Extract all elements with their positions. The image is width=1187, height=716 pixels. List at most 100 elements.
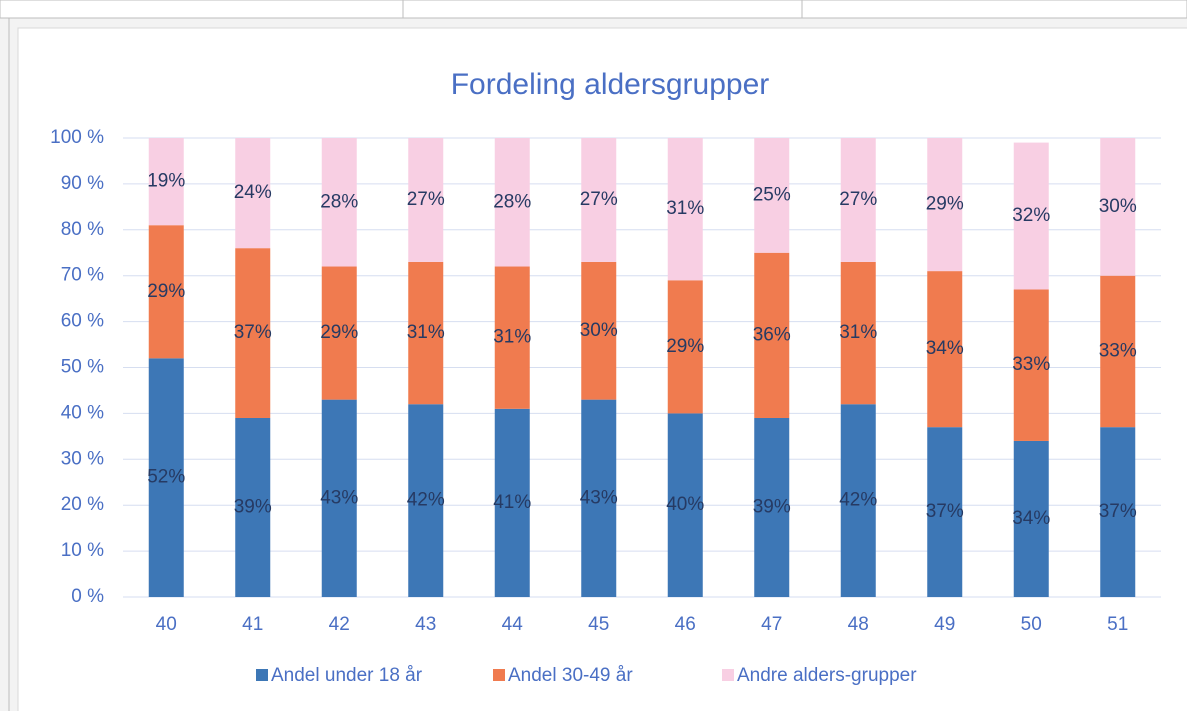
x-tick-label: 43 (415, 614, 436, 635)
x-tick-label: 44 (502, 614, 524, 635)
data-label: 29% (320, 322, 358, 343)
bar-segment (927, 271, 963, 428)
bar-segment (754, 138, 790, 253)
data-label: 52% (147, 467, 185, 488)
data-label: 43% (580, 487, 618, 508)
bar-segment (581, 399, 617, 597)
x-tick-label: 50 (1021, 614, 1042, 635)
bar-segment (1013, 440, 1049, 597)
data-label: 37% (1099, 501, 1137, 522)
bar-segment (235, 417, 271, 597)
y-tick-label: 10 % (61, 540, 104, 561)
data-label: 37% (234, 322, 272, 343)
legend-swatch (722, 669, 734, 681)
y-tick-label: 50 % (61, 357, 104, 378)
bar-segment (148, 358, 184, 597)
x-tick-label: 41 (242, 614, 263, 635)
y-tick-label: 80 % (61, 219, 104, 240)
x-tick-label: 46 (675, 614, 696, 635)
data-label: 29% (666, 336, 704, 357)
bar-segment (494, 138, 530, 267)
bar-segment (494, 266, 530, 409)
data-label: 42% (407, 490, 445, 511)
bar-segment (754, 417, 790, 597)
data-label: 34% (926, 338, 964, 359)
bar-segment (1013, 289, 1049, 441)
bar-segment (754, 252, 790, 418)
x-tick-label: 49 (934, 614, 955, 635)
x-tick-label: 51 (1107, 614, 1128, 635)
data-label: 31% (493, 327, 531, 348)
data-label: 30% (1099, 196, 1137, 217)
bar-segment (667, 138, 703, 281)
data-label: 39% (753, 497, 791, 518)
bar-segment (408, 404, 444, 597)
bar-segment (840, 404, 876, 597)
bar-segment (235, 248, 271, 418)
data-label: 36% (753, 324, 791, 345)
data-label: 29% (147, 281, 185, 302)
bar-segment (1100, 427, 1136, 597)
data-label: 27% (407, 189, 445, 210)
bar-segment (840, 138, 876, 262)
bar-segment (494, 408, 530, 597)
data-label: 37% (926, 501, 964, 522)
bar-segment (1100, 275, 1136, 428)
bar-segment (667, 280, 703, 414)
legend-label: Andel under 18 år (271, 665, 423, 686)
data-label: 28% (320, 191, 358, 212)
bar-segment (581, 261, 617, 400)
cell-row (0, 0, 1187, 19)
bar-segment (321, 266, 357, 400)
bar-segment (235, 138, 271, 249)
bar-segment (581, 138, 617, 262)
y-tick-label: 40 % (61, 402, 104, 423)
data-label: 33% (1099, 340, 1137, 361)
bar-segment (148, 225, 184, 359)
y-tick-label: 30 % (61, 448, 104, 469)
bar-segment (408, 138, 444, 262)
data-label: 41% (493, 492, 531, 513)
y-tick-label: 90 % (61, 173, 104, 194)
data-label: 39% (234, 497, 272, 518)
chart-title: Fordeling aldersgrupper (451, 68, 770, 101)
data-label: 31% (839, 322, 877, 343)
x-tick-label: 48 (848, 614, 869, 635)
data-label: 34% (1012, 508, 1050, 529)
x-tick-label: 42 (329, 614, 350, 635)
bar-segment (321, 138, 357, 267)
bar-segment (1100, 138, 1136, 276)
bar-segment (927, 427, 963, 597)
bar-segment (667, 413, 703, 597)
data-label: 40% (666, 494, 704, 515)
data-label: 24% (234, 182, 272, 203)
data-label: 33% (1012, 354, 1050, 375)
y-tick-label: 100 % (50, 127, 104, 148)
y-tick-label: 60 % (61, 311, 104, 332)
data-label: 28% (493, 191, 531, 212)
data-label: 19% (147, 171, 185, 192)
legend-label: Andel 30-49 år (508, 665, 633, 686)
data-label: 31% (407, 322, 445, 343)
x-tick-label: 45 (588, 614, 609, 635)
legend-swatch (256, 669, 268, 681)
data-label: 31% (666, 198, 704, 219)
data-label: 43% (320, 487, 358, 508)
data-label: 30% (580, 320, 618, 341)
x-tick-label: 47 (761, 614, 782, 635)
y-tick-label: 20 % (61, 494, 104, 515)
bar-segment (408, 261, 444, 405)
data-label: 25% (753, 184, 791, 205)
bar-segment (927, 138, 963, 272)
legend-label: Andre alders-grupper (737, 665, 917, 686)
legend-swatch (493, 669, 505, 681)
y-tick-label: 0 % (71, 586, 104, 607)
y-tick-label: 70 % (61, 265, 104, 286)
bar-segment (321, 399, 357, 597)
data-label: 42% (839, 490, 877, 511)
bar-segment (840, 261, 876, 405)
bar-segment (148, 138, 184, 226)
data-label: 32% (1012, 205, 1050, 226)
bar-segment (1013, 142, 1049, 290)
